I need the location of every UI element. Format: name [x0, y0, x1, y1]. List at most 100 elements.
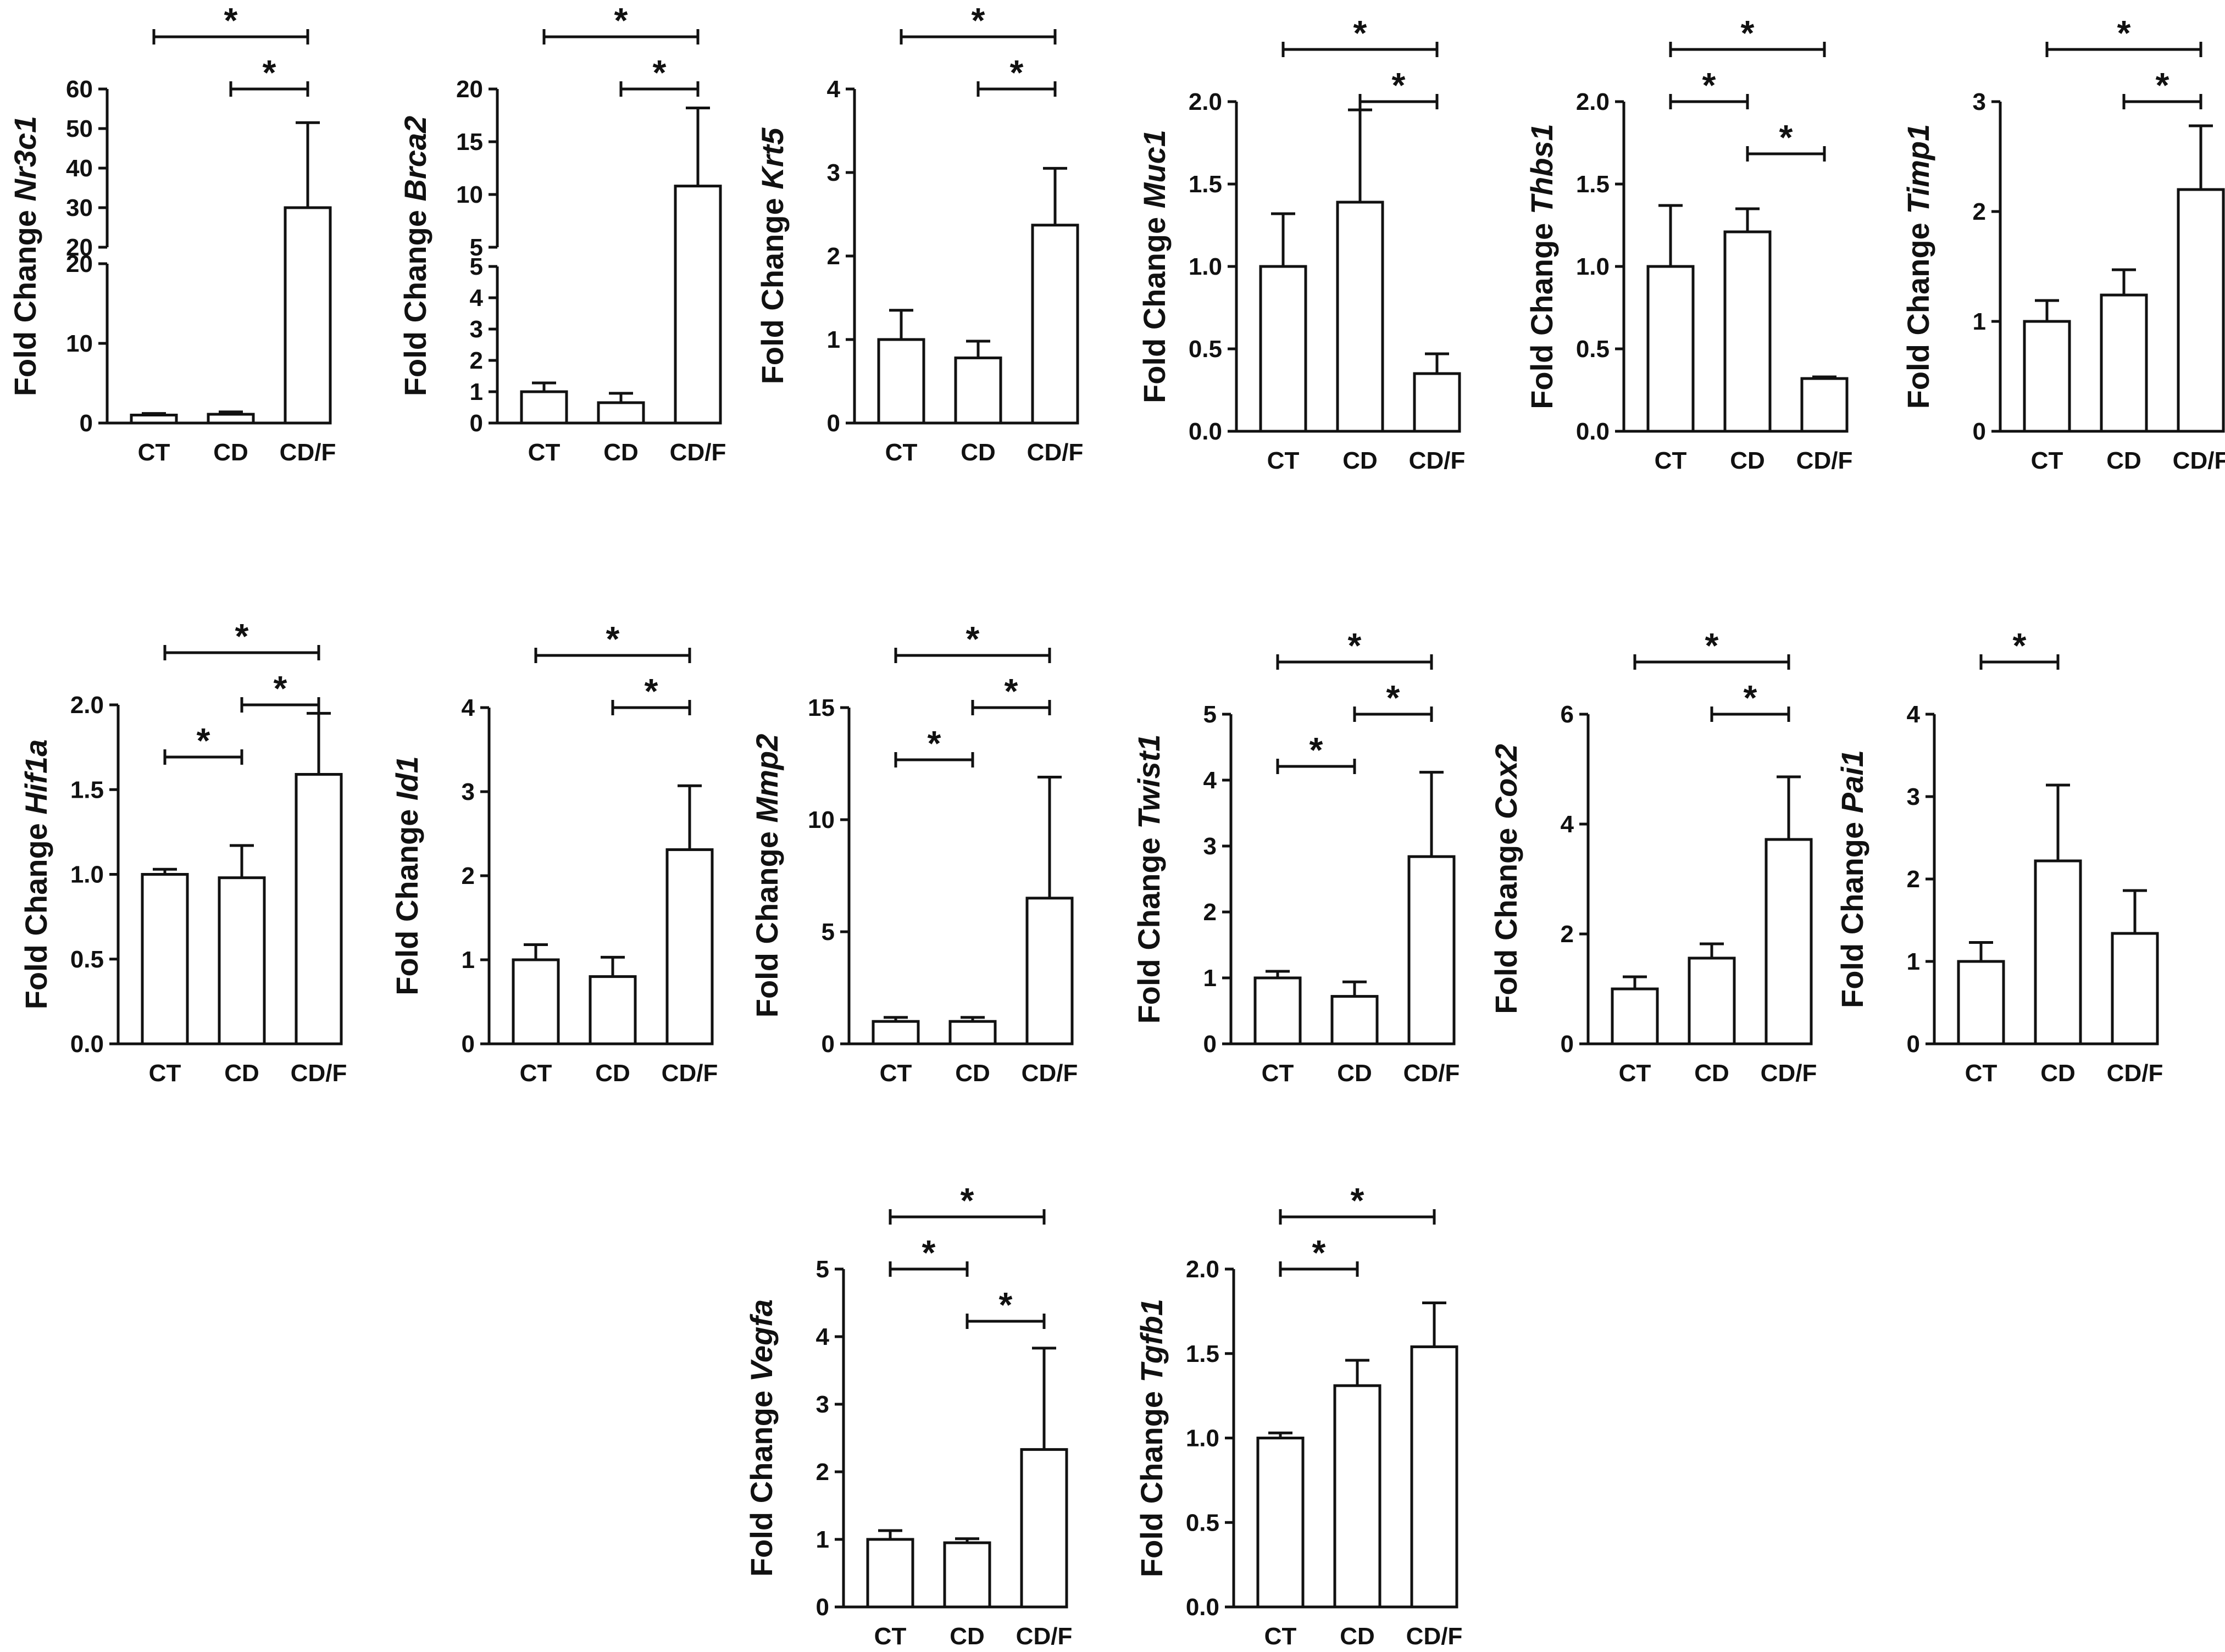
x-tick-label: CT [138, 439, 170, 466]
significance-star: * [653, 53, 667, 92]
y-tick-label: 1.0 [1189, 253, 1222, 280]
significance-star: * [606, 619, 620, 659]
significance-star: * [224, 1, 238, 40]
x-tick-label: CD [595, 1060, 630, 1087]
x-tick-label: CT [1965, 1060, 1997, 1087]
y-axis-label: Fold Change Pai1 [1835, 750, 1869, 1008]
y-tick-label: 2 [1561, 921, 1574, 948]
y-tick-label: 0 [1561, 1031, 1574, 1058]
y-axis-label-prefix: Fold Change [744, 1382, 779, 1577]
y-axis-label: Fold Change Muc1 [1137, 130, 1172, 403]
y-tick-label: 5 [816, 1256, 829, 1283]
significance-star: * [1779, 118, 1793, 157]
bar-ct [1259, 265, 1307, 433]
significance-star: * [1353, 13, 1367, 53]
panel-vegfa: 0 1 2 3 4 5 Fold Change Vegfa CT CD CD/F * * * [744, 1181, 1072, 1650]
y-tick-label: 0.0 [70, 1031, 104, 1058]
bar-ct [1646, 265, 1695, 433]
panel-tgfb1: 0.0 0.5 1.0 1.5 2.0 Fold Change Tgfb1 CT CD CD/F… [1134, 1181, 1462, 1650]
y-tick-label: 4 [1561, 811, 1574, 838]
y-tick-label: 2 [1907, 866, 1920, 893]
x-tick-label: CT [1655, 447, 1687, 474]
y-axis-label-prefix: Fold Change [8, 202, 42, 397]
significance-star: * [1744, 678, 1757, 717]
y-axis-label-gene: Nr3c1 [8, 116, 42, 202]
x-tick-label: CD [955, 1060, 990, 1087]
panel-brca2: 0 1 2 3 4 55 10 15 20 Fold Change Brca2 CT CD CD/F * * [398, 1, 726, 466]
y-axis-label-prefix: Fold Change [19, 815, 53, 1010]
bar-cd-f [665, 848, 714, 1045]
y-axis-label-gene: Vegfa [744, 1299, 779, 1382]
significance-star: * [972, 1, 985, 40]
x-tick-label: CD/F [1796, 447, 1853, 474]
x-tick-label: CD/F [2173, 447, 2225, 474]
x-tick-label: CT [1264, 1623, 1297, 1650]
significance-star: * [2117, 13, 2131, 53]
y-tick-label: 0 [816, 1594, 829, 1621]
y-tick-label: 50 [66, 115, 93, 142]
bar-cd-f [1020, 1448, 1068, 1609]
y-tick-label: 15 [808, 694, 835, 721]
significance-star: * [928, 724, 941, 763]
significance-star: * [966, 619, 980, 659]
y-tick-label: 2.0 [1576, 88, 1610, 115]
y-tick-label: 5 [470, 234, 483, 261]
y-tick-label: 2 [827, 243, 840, 270]
x-tick-label: CD/F [1406, 1623, 1463, 1650]
y-axis-label: Fold Change Krt5 [755, 127, 790, 385]
significance-star: * [274, 669, 287, 708]
y-axis-label-prefix: Fold Change [398, 202, 432, 397]
y-tick-label: 1.0 [1186, 1425, 1219, 1452]
x-tick-label: CD [1337, 1060, 1372, 1087]
y-axis-label: Fold Change Cox2 [1489, 744, 1523, 1014]
y-tick-label: 3 [816, 1391, 829, 1418]
y-tick-label: 1.5 [1576, 171, 1610, 198]
bar-cd-f [2111, 932, 2159, 1045]
panel-muc1: 0.0 0.5 1.0 1.5 2.0 Fold Change Muc1 CT CD CD/F *… [1137, 13, 1465, 474]
bar-cd [589, 975, 637, 1045]
y-tick-label: 1 [462, 947, 475, 974]
bar-cd-f [1031, 224, 1079, 425]
x-tick-label: CD/F [1016, 1623, 1073, 1650]
bar-cd-f [1765, 838, 1813, 1045]
bar-ct [141, 873, 189, 1045]
panel-twist1: 0 1 2 3 4 5 Fold Change Twist1 CT CD CD/F * * * [1131, 626, 1460, 1087]
y-tick-label: 0 [1907, 1031, 1920, 1058]
x-tick-label: CD [950, 1623, 985, 1650]
significance-star: * [263, 53, 276, 92]
y-tick-label: 2 [1973, 198, 1986, 225]
y-axis-label: Fold Change Hif1a [19, 739, 53, 1010]
x-tick-label: CD [961, 439, 996, 466]
bar-cd [1688, 956, 1736, 1045]
y-axis-label-prefix: Fold Change [755, 190, 790, 385]
y-tick-label: 1 [470, 379, 483, 405]
x-tick-label: CD/F [291, 1060, 347, 1087]
y-tick-label: 0.5 [70, 946, 104, 973]
bar-ct [866, 1538, 914, 1609]
y-tick-label: 10 [66, 330, 93, 357]
x-tick-label: CD [2106, 447, 2141, 474]
significance-star: * [1705, 626, 1719, 665]
bar-cd [2034, 859, 2082, 1045]
y-tick-label: 0 [822, 1031, 835, 1058]
x-tick-label: CD/F [1409, 447, 1466, 474]
x-tick-label: CT [520, 1060, 552, 1087]
bar-cd-f [1800, 377, 1849, 433]
bar-ct [1256, 1437, 1305, 1609]
bar-cd-f [1025, 897, 1074, 1045]
panel-mmp2: 0 5 10 15 Fold Change Mmp2 CT CD CD/F * * * [750, 619, 1078, 1087]
y-axis-label: Fold Change Tgfb1 [1134, 1299, 1169, 1577]
bar-ct [512, 958, 560, 1045]
y-axis-label: Fold Change Twist1 [1131, 735, 1166, 1024]
x-tick-label: CT [1267, 447, 1300, 474]
y-axis-label-prefix: Fold Change [1134, 1382, 1169, 1577]
x-tick-label: CT [885, 439, 918, 466]
y-tick-label: 60 [66, 76, 93, 103]
bar-cd-f [674, 185, 722, 425]
bar-cd [1723, 230, 1772, 433]
y-axis-label-prefix: Fold Change [1524, 214, 1559, 409]
y-axis-label-gene: Muc1 [1137, 130, 1172, 208]
y-tick-label: 3 [462, 778, 475, 805]
